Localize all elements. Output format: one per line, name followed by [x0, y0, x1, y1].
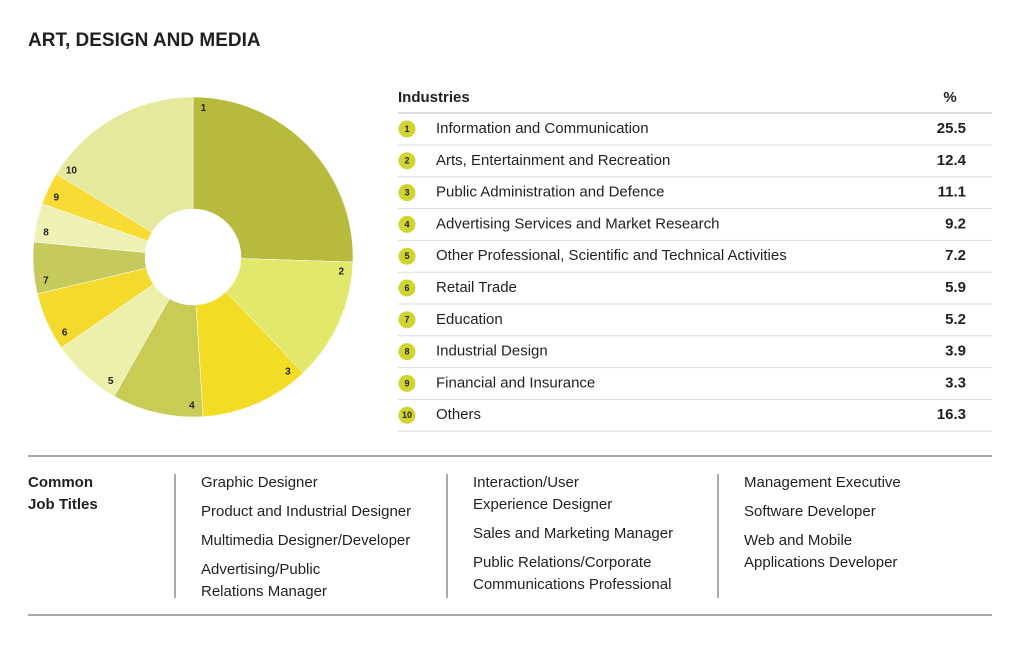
- key-number: 2: [404, 156, 409, 166]
- key-badge: [398, 374, 416, 392]
- job-title: Communications Professional: [473, 576, 671, 593]
- job-title: Software Developer: [744, 503, 876, 520]
- slice-label: 9: [54, 192, 60, 203]
- job-title: Graphic Designer: [201, 474, 318, 491]
- key-number: 8: [404, 346, 409, 356]
- slice-label: 6: [62, 327, 68, 338]
- key-number: 9: [404, 378, 409, 388]
- industry-name: Retail Trade: [436, 279, 517, 296]
- key-badge: [398, 247, 416, 265]
- industry-name: Public Administration and Defence: [436, 184, 664, 201]
- industry-name: Others: [436, 406, 481, 423]
- key-badge: [398, 184, 416, 202]
- key-number: 1: [404, 124, 409, 134]
- key-number: 7: [404, 315, 409, 325]
- industry-name: Advertising Services and Market Research: [436, 215, 719, 232]
- industry-name: Arts, Entertainment and Recreation: [436, 152, 670, 169]
- key-badge: [398, 406, 416, 424]
- key-number: 10: [402, 410, 412, 420]
- slice-label: 5: [108, 376, 114, 387]
- key-number: 5: [404, 251, 409, 261]
- job-title: Interaction/User: [473, 474, 579, 491]
- industry-name: Industrial Design: [436, 343, 548, 360]
- slice-label: 4: [189, 401, 195, 412]
- table-header: Industries: [398, 89, 470, 106]
- slice-label: 7: [43, 276, 49, 287]
- slice-label: 2: [338, 267, 344, 278]
- job-title: Sales and Marketing Manager: [473, 525, 673, 542]
- job-title: Advertising/Public: [201, 561, 321, 578]
- key-badge: [398, 215, 416, 233]
- industry-name: Information and Communication: [436, 120, 649, 137]
- key-number: 6: [404, 283, 409, 293]
- industry-value: 12.4: [937, 152, 967, 169]
- industry-value: 11.1: [938, 184, 966, 201]
- industry-value: 25.5: [937, 120, 966, 137]
- industry-value: 5.9: [945, 279, 966, 296]
- chart-title: ART, DESIGN AND MEDIA: [28, 30, 261, 51]
- key-badge: [398, 120, 416, 138]
- donut-hole: [145, 209, 241, 305]
- slice-label: 8: [43, 227, 49, 238]
- key-number: 3: [404, 187, 409, 197]
- key-badge: [398, 311, 416, 329]
- key-badge: [398, 279, 416, 297]
- industry-name: Other Professional, Scientific and Techn…: [436, 247, 787, 264]
- job-title: Multimedia Designer/Developer: [201, 532, 410, 549]
- job-title: Public Relations/Corporate: [473, 554, 651, 571]
- key-number: 4: [404, 219, 409, 229]
- jobs-label: Job Titles: [28, 496, 98, 513]
- industry-value: 3.9: [945, 343, 966, 360]
- slice-label: 3: [285, 367, 291, 378]
- job-title: Applications Developer: [744, 554, 897, 571]
- table-header: %: [943, 89, 956, 106]
- industry-value: 16.3: [937, 406, 966, 423]
- industry-name: Financial and Insurance: [436, 374, 595, 391]
- job-title: Experience Designer: [473, 496, 612, 513]
- key-badge: [398, 343, 416, 361]
- industry-value: 5.2: [945, 311, 966, 328]
- job-title: Product and Industrial Designer: [201, 503, 411, 520]
- job-title: Management Executive: [744, 474, 901, 491]
- industry-name: Education: [436, 311, 503, 328]
- key-badge: [398, 152, 416, 170]
- slice-label: 1: [201, 103, 207, 114]
- industry-value: 9.2: [945, 215, 966, 232]
- job-title: Web and Mobile: [744, 532, 852, 549]
- industry-value: 7.2: [945, 247, 966, 264]
- jobs-label: Common: [28, 474, 93, 491]
- slice-label: 10: [66, 165, 78, 176]
- industry-value: 3.3: [945, 374, 966, 391]
- job-title: Relations Manager: [201, 583, 327, 600]
